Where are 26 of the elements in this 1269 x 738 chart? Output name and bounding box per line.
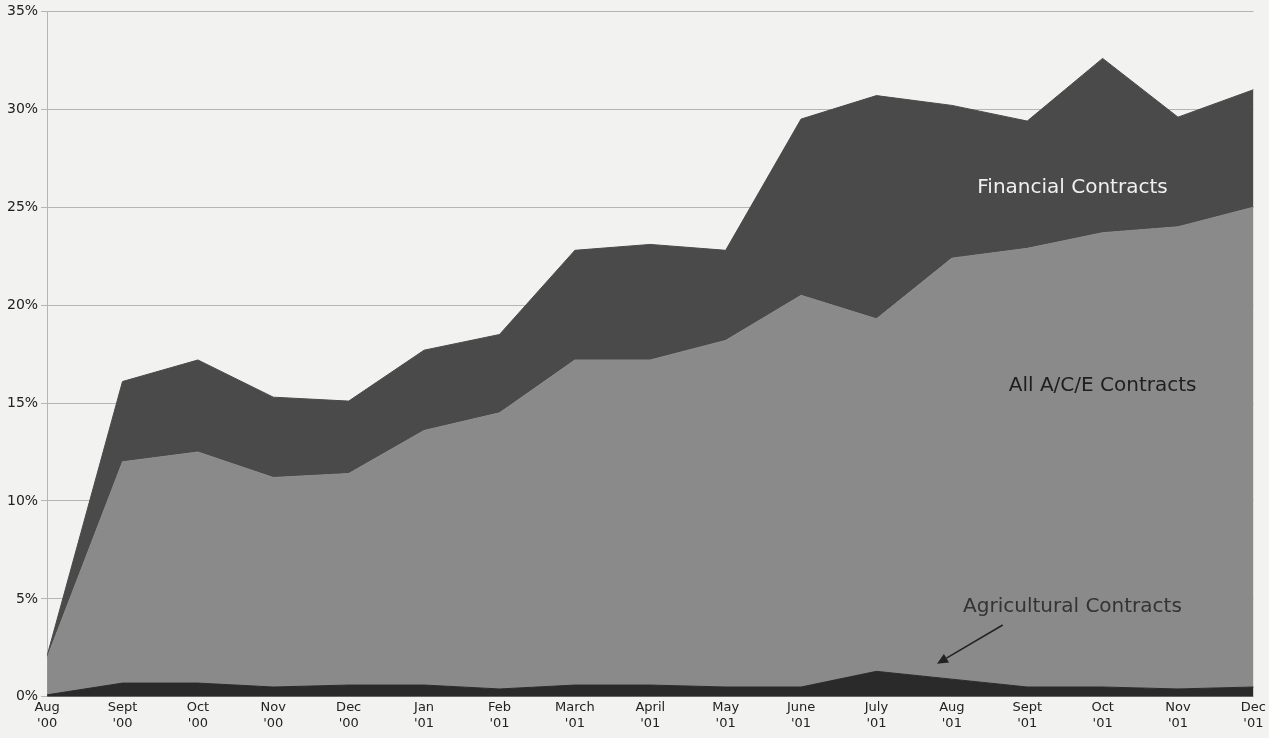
x-tick-label: July '01 (863, 698, 889, 730)
x-tick-label: Sept '00 (107, 698, 138, 730)
series-label: Financial Contracts (977, 173, 1168, 198)
x-tick-label: Jan '01 (413, 698, 435, 730)
y-tick-label: 5% (15, 589, 39, 606)
y-tick-label: 20% (6, 295, 39, 312)
x-tick-label: June '01 (785, 698, 816, 730)
x-tick-label: Aug '01 (939, 698, 965, 730)
x-tick-label: May '01 (712, 698, 740, 730)
y-tick-label: 15% (6, 393, 39, 410)
y-tick-label: 25% (6, 197, 39, 214)
y-tick-label: 35% (6, 2, 39, 19)
x-tick-label: Nov '00 (260, 698, 287, 730)
y-tick-label: 10% (6, 491, 39, 508)
x-tick-label: Dec '01 (1240, 698, 1266, 730)
x-tick-label: Feb '01 (487, 698, 511, 730)
y-tick-label: 30% (6, 99, 39, 116)
series-label: All A/C/E Contracts (1008, 371, 1197, 396)
x-tick-label: April '01 (635, 698, 666, 730)
x-tick-label: Oct '01 (1091, 698, 1114, 730)
x-tick-label: Dec '00 (336, 698, 362, 730)
x-tick-label: Oct '00 (186, 698, 210, 730)
x-tick-label: March '01 (555, 698, 595, 730)
x-tick-label: Sept '01 (1012, 698, 1043, 730)
text: Agricultural Contracts (963, 592, 1182, 617)
x-tick-label: Nov '01 (1165, 698, 1192, 730)
